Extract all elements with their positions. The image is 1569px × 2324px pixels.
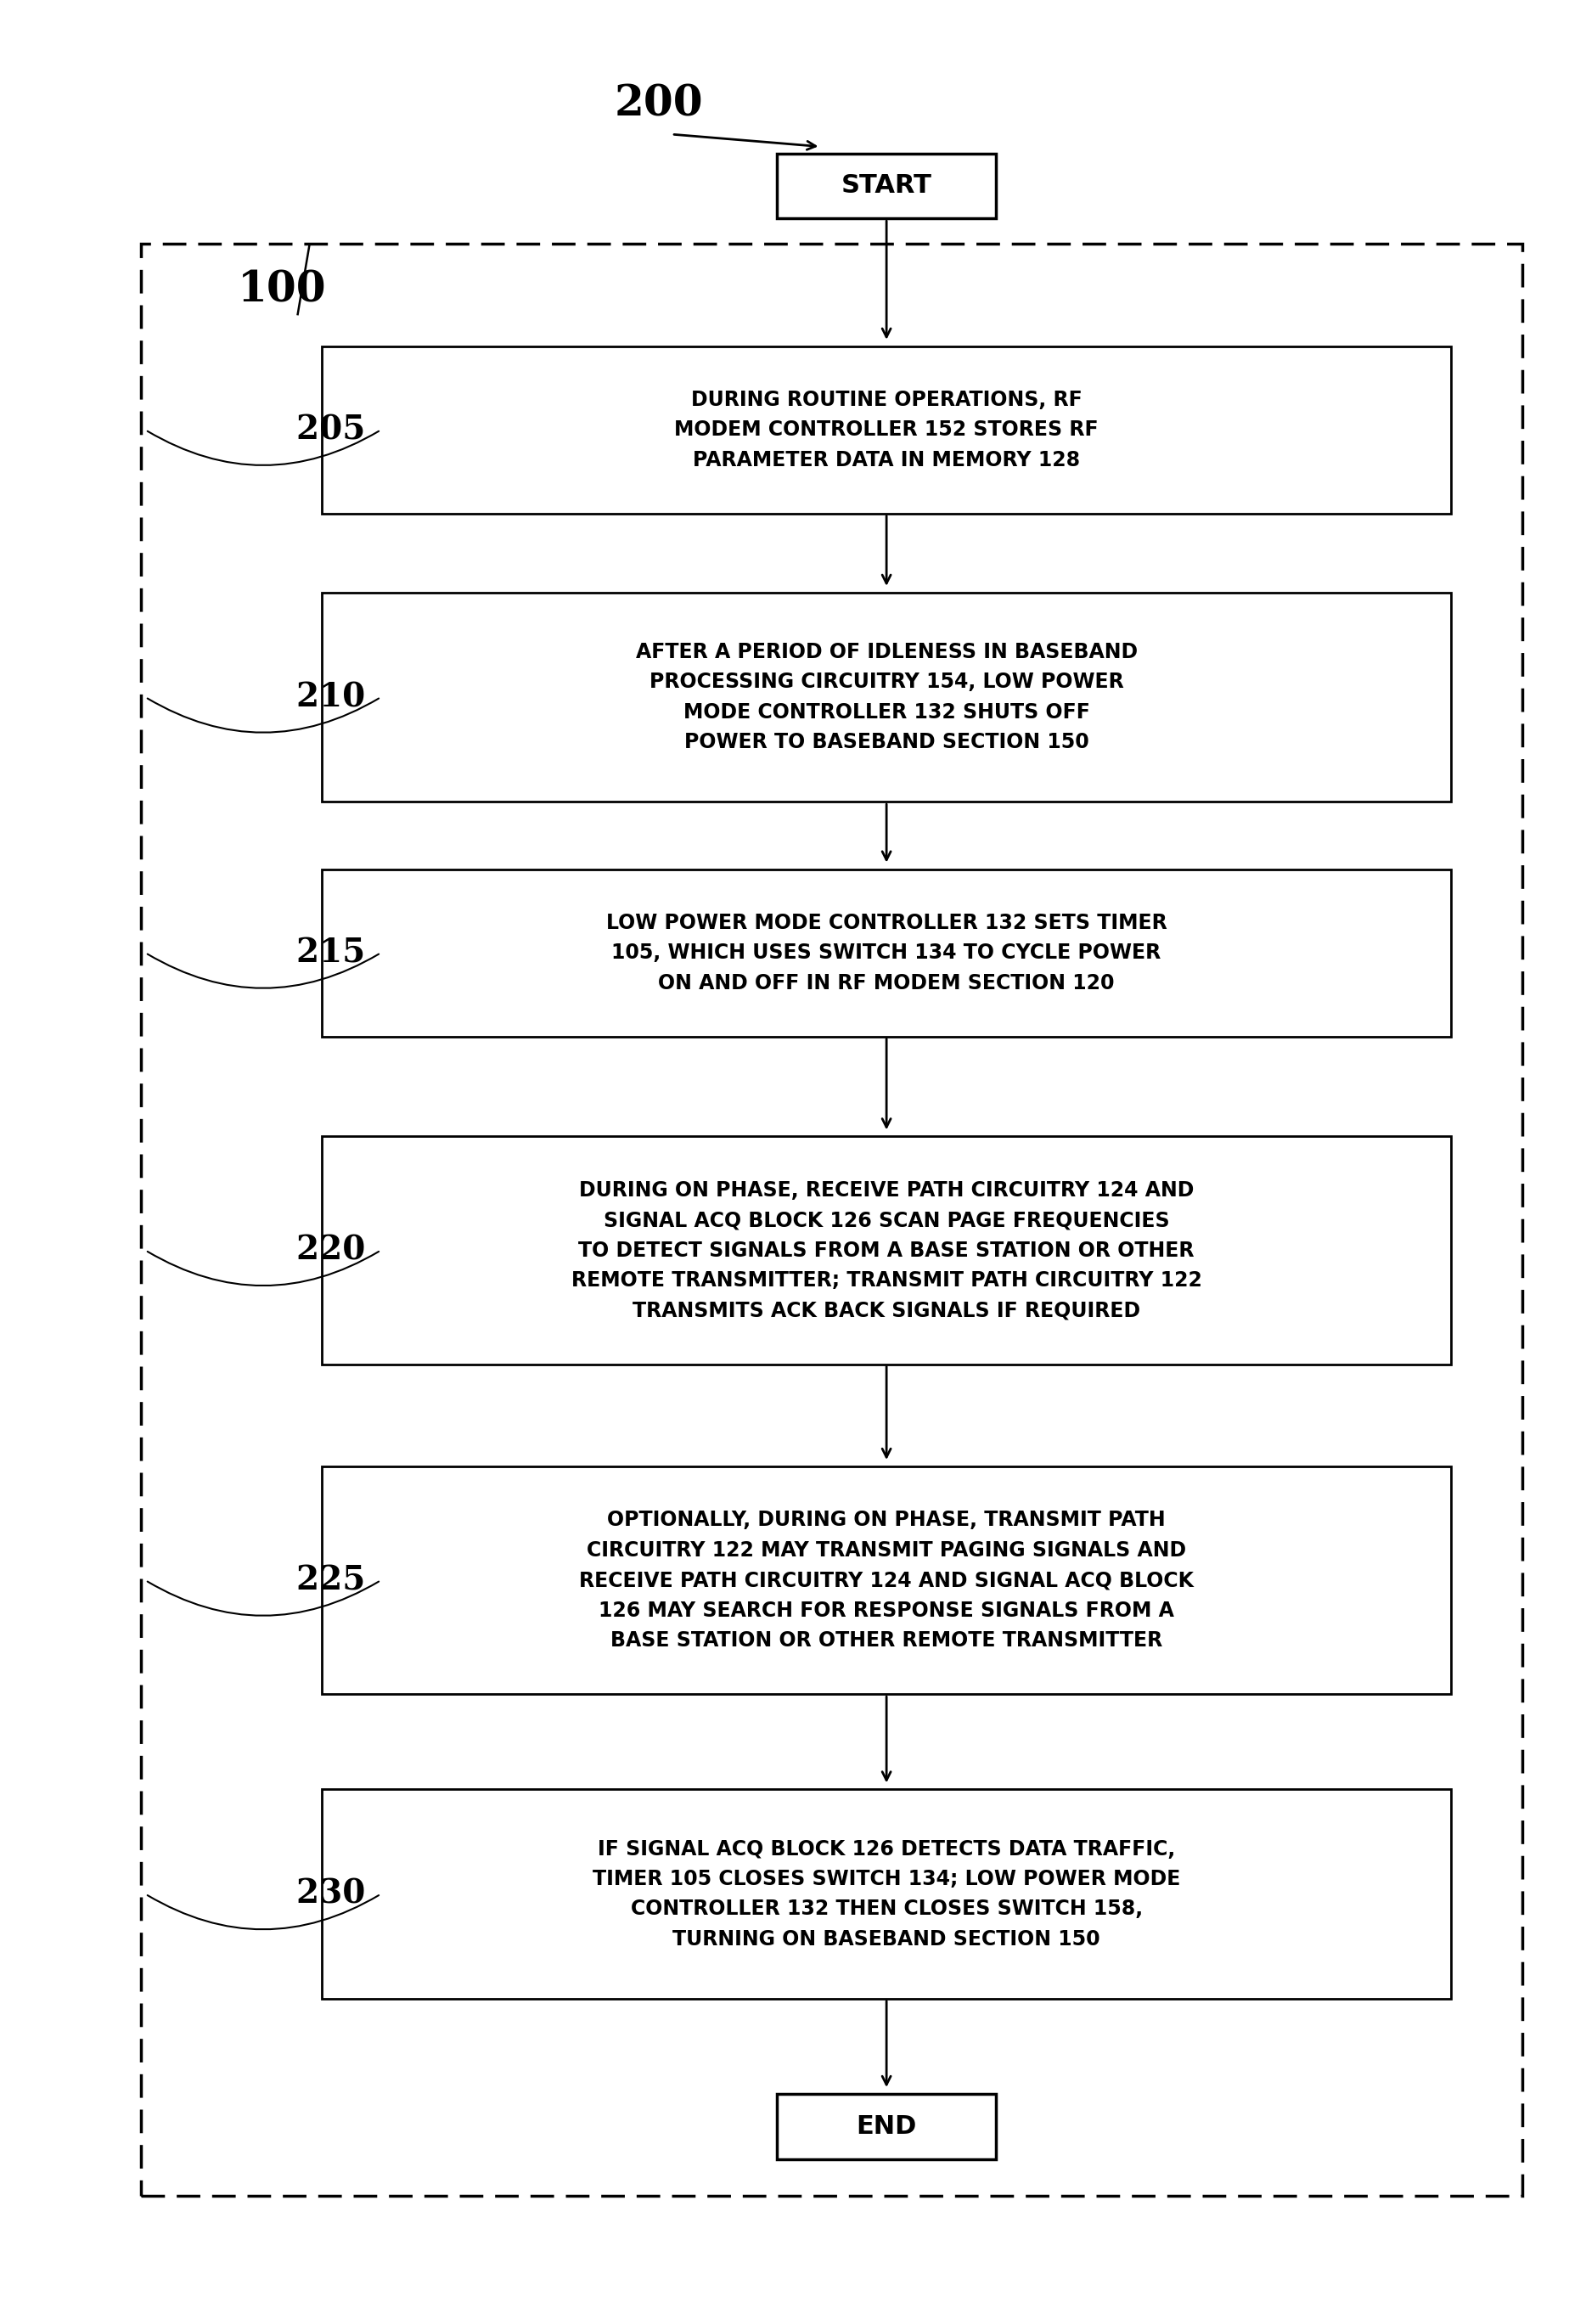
Bar: [322, 1789, 1451, 1999]
Text: IF SIGNAL ACQ BLOCK 126 DETECTS DATA TRAFFIC,
TIMER 105 CLOSES SWITCH 134; LOW P: IF SIGNAL ACQ BLOCK 126 DETECTS DATA TRA…: [593, 1838, 1180, 1950]
Text: 100: 100: [238, 270, 326, 311]
Text: AFTER A PERIOD OF IDLENESS IN BASEBAND
PROCESSING CIRCUITRY 154, LOW POWER
MODE : AFTER A PERIOD OF IDLENESS IN BASEBAND P…: [635, 641, 1138, 753]
Bar: [322, 593, 1451, 802]
Bar: [777, 153, 996, 218]
Bar: [141, 244, 1522, 2196]
Text: 220: 220: [297, 1234, 377, 1267]
Text: 215: 215: [297, 937, 377, 969]
Text: DURING ON PHASE, RECEIVE PATH CIRCUITRY 124 AND
SIGNAL ACQ BLOCK 126 SCAN PAGE F: DURING ON PHASE, RECEIVE PATH CIRCUITRY …: [571, 1181, 1202, 1320]
Text: 225: 225: [297, 1564, 377, 1597]
Text: 210: 210: [297, 681, 377, 713]
Bar: [322, 1466, 1451, 1694]
Text: END: END: [857, 2115, 916, 2138]
Text: DURING ROUTINE OPERATIONS, RF
MODEM CONTROLLER 152 STORES RF
PARAMETER DATA IN M: DURING ROUTINE OPERATIONS, RF MODEM CONT…: [675, 390, 1098, 469]
Text: 205: 205: [297, 414, 377, 446]
Bar: [322, 869, 1451, 1037]
Text: OPTIONALLY, DURING ON PHASE, TRANSMIT PATH
CIRCUITRY 122 MAY TRANSMIT PAGING SIG: OPTIONALLY, DURING ON PHASE, TRANSMIT PA…: [579, 1511, 1194, 1650]
Bar: [777, 2094, 996, 2159]
Text: 230: 230: [297, 1878, 377, 1910]
Text: 200: 200: [615, 84, 703, 125]
Bar: [322, 1136, 1451, 1364]
Bar: [322, 346, 1451, 514]
Text: START: START: [841, 174, 932, 198]
Text: LOW POWER MODE CONTROLLER 132 SETS TIMER
105, WHICH USES SWITCH 134 TO CYCLE POW: LOW POWER MODE CONTROLLER 132 SETS TIMER…: [606, 913, 1167, 992]
